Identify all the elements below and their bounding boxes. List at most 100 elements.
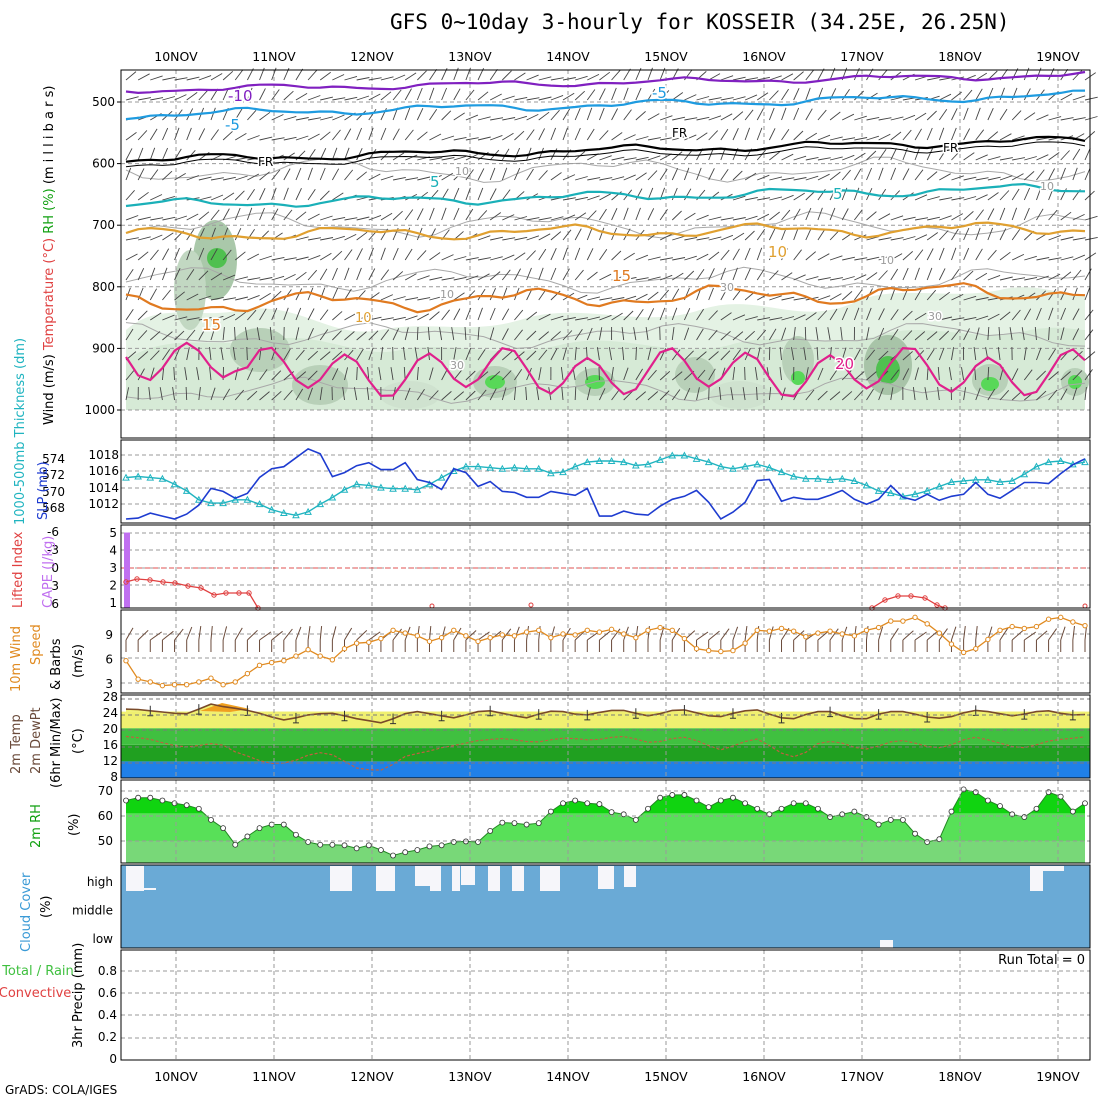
rh-marker <box>900 816 906 823</box>
wind-barb <box>732 349 741 361</box>
wind-barb <box>429 228 436 241</box>
temp-minmax-bar <box>535 709 542 720</box>
wind-barb <box>210 107 216 121</box>
wind-barb <box>878 387 884 401</box>
wind-barb <box>514 252 526 261</box>
wind-barb <box>611 367 614 381</box>
wind-barb <box>817 228 826 241</box>
thickness-marker <box>838 474 847 482</box>
wind-barb <box>210 296 224 301</box>
wind-barb <box>599 249 608 261</box>
wind10m-marker <box>705 647 712 654</box>
wind-barb <box>574 212 587 221</box>
wind-barb <box>987 208 995 221</box>
wind-barb-10m <box>465 630 477 641</box>
wind-barb <box>951 347 955 361</box>
cloud-gap <box>512 866 524 891</box>
wind-barb <box>319 71 331 81</box>
wind-barb <box>477 168 485 181</box>
wind-barb <box>368 214 382 221</box>
wind-barb <box>914 234 928 241</box>
wind-barb <box>841 347 847 361</box>
thickness-marker <box>947 478 956 486</box>
wind-barb <box>730 387 734 401</box>
wind-barb-10m <box>768 626 774 641</box>
wind-barb <box>866 256 880 261</box>
lifted-index-marker <box>1082 603 1088 609</box>
thickness-marker <box>874 486 883 494</box>
cloud-level-label: high <box>87 875 113 889</box>
rh-marker <box>572 797 579 804</box>
wind-barb <box>902 310 913 321</box>
rh-marker <box>584 800 591 807</box>
wind-barb <box>611 108 618 121</box>
wind-barb <box>283 389 293 401</box>
wind-barb <box>356 267 362 281</box>
wind-barb <box>672 257 686 261</box>
date-label-top: 16NOV <box>742 49 786 64</box>
wind-barb <box>647 88 656 101</box>
wind-barb <box>489 93 502 101</box>
wind-barb <box>1011 110 1022 121</box>
date-label-bottom: 13NOV <box>448 1069 492 1084</box>
wind10m-marker <box>839 631 845 637</box>
wind-barb <box>404 227 411 241</box>
wind-barb <box>1048 209 1058 221</box>
cape-tick: 5 <box>109 526 117 540</box>
wind-barb <box>647 369 657 381</box>
rh-marker <box>754 805 761 812</box>
wind-barb <box>659 90 670 101</box>
wind-barb <box>744 230 755 241</box>
wind-barb <box>356 148 363 161</box>
wind-barb <box>1084 236 1098 241</box>
wind-barb <box>696 269 705 281</box>
wind-barb <box>975 387 981 401</box>
wind-barb <box>417 275 430 281</box>
wind-barb <box>672 272 684 281</box>
wind-barb <box>356 231 368 241</box>
wind-barb <box>198 387 201 401</box>
wind-barb <box>1084 309 1094 321</box>
wind-barb <box>514 216 528 221</box>
wind-barb <box>429 174 442 181</box>
wind10m-marker <box>888 618 894 624</box>
wind-barb <box>793 327 796 341</box>
wind-barb <box>295 68 304 81</box>
wind10m-marker <box>1033 623 1040 630</box>
wind-barb <box>708 310 718 321</box>
wind-barb <box>659 390 670 401</box>
wind-barb <box>781 177 795 181</box>
wind-barb <box>599 71 611 81</box>
wind-barb <box>927 314 940 321</box>
rh-marker <box>693 797 700 804</box>
wind-barb <box>853 168 862 181</box>
rh-marker <box>924 839 931 845</box>
wind-barb <box>295 256 309 261</box>
rh-marker <box>596 801 603 807</box>
rh-marker <box>645 805 651 812</box>
wind-barb <box>973 347 977 361</box>
rh2m-tick: 70 <box>98 784 113 798</box>
wind-barb <box>562 92 575 101</box>
wind-barb-10m <box>1024 631 1037 641</box>
wind-barb <box>295 271 307 281</box>
wind-barb <box>246 207 253 221</box>
wind-barb <box>1072 370 1083 381</box>
rh-marker <box>972 789 979 796</box>
wind-barb <box>331 368 339 381</box>
precip-ylabel: 3hr Precip (mm) <box>71 943 86 1048</box>
wind-barb <box>489 68 498 81</box>
wind-barb <box>453 292 465 301</box>
thickness-marker <box>498 464 507 472</box>
wind-barb <box>526 113 539 121</box>
rh-marker <box>863 814 870 820</box>
wind-barb <box>271 208 279 221</box>
wind-barb <box>999 87 1005 101</box>
wind10m-marker <box>426 638 433 645</box>
wind-barb <box>271 290 282 301</box>
wind-barb <box>429 276 443 281</box>
wind-barb <box>779 367 782 381</box>
wind-barb <box>574 269 584 281</box>
